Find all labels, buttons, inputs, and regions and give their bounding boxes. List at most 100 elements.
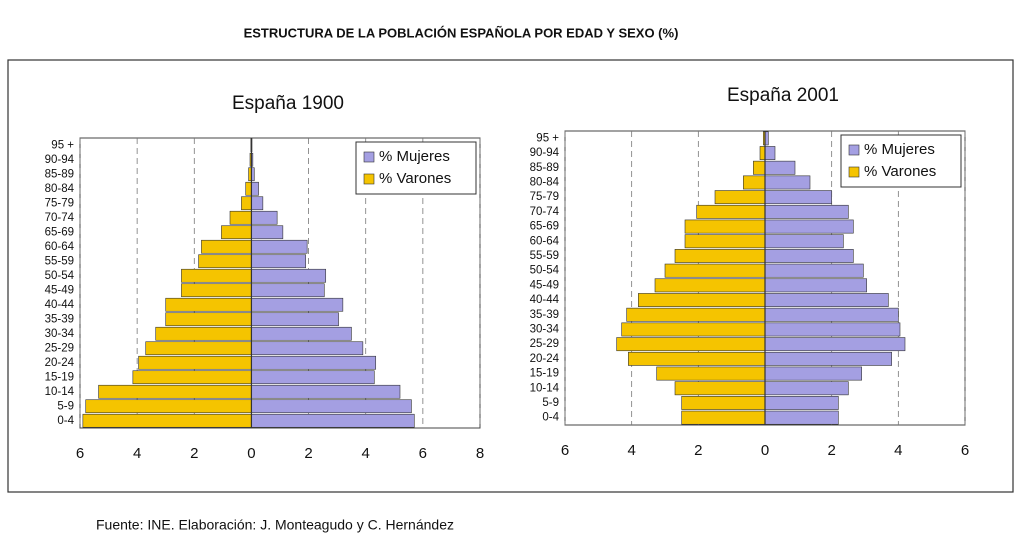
y-tick-label: 45-49 [45,284,74,296]
frame [7,59,1014,493]
bar [251,181,259,196]
bar [656,366,766,381]
bar [681,410,766,425]
y-tick-label: 45-49 [530,279,559,291]
y-tick-label: 85-89 [530,162,559,174]
x-tick-label: 0 [247,445,255,462]
y-tick-label: 10-14 [530,382,560,394]
y-tick-label: 90-94 [530,147,560,159]
bar [674,381,766,396]
bar [764,234,844,249]
y-tick-label: 50-54 [45,270,75,282]
bar [251,297,344,312]
bar [221,225,252,240]
legend-label: % Varones [379,170,451,187]
legend-swatch [848,144,860,156]
bar [764,190,832,205]
y-tick-label: 30-34 [45,328,75,340]
bar [251,370,375,385]
bar [764,160,796,175]
bar [251,355,377,370]
y-tick-label: 75-79 [45,197,74,209]
bar [251,283,325,298]
bar [674,249,766,263]
x-tick-label: 6 [76,445,84,462]
bar [764,278,867,293]
bar [251,210,278,225]
bar [155,326,252,341]
source-note: Fuente: INE. Elaboración: J. Monteagudo … [96,517,454,533]
bar [138,355,252,370]
legend-label: % Mujeres [379,148,450,165]
y-tick-label: 80-84 [45,183,75,195]
y-tick-label: 55-59 [45,255,74,267]
y-tick-label: 35-39 [45,313,74,325]
bar [251,196,264,211]
bar [764,219,854,234]
bar [251,399,412,414]
x-tick-label: 4 [362,445,370,462]
bar [764,204,849,219]
bar [764,322,901,337]
bar [616,337,766,352]
y-tick-label: 30-34 [530,323,560,335]
bar [241,196,252,211]
y-tick-label: 10-14 [45,386,75,398]
legend-label: % Varones [864,163,936,180]
y-tick-label: 20-24 [530,353,560,365]
y-tick-label: 35-39 [530,309,559,321]
x-tick-label: 6 [419,445,427,462]
bar [764,366,862,381]
bar [681,396,766,410]
bar [764,293,889,307]
bar [764,410,839,425]
bar [638,293,766,307]
bar [251,326,352,341]
x-tick-label: 4 [894,442,902,459]
y-tick-label: 95 + [51,139,74,151]
bar [145,341,252,356]
bar [181,283,252,298]
bar [251,341,364,356]
bar [764,381,849,396]
bar [764,351,892,366]
x-tick-label: 6 [961,442,969,459]
chart-title: España 1900 [232,93,344,114]
bar [759,146,766,160]
bar [245,181,252,196]
legend-box [840,134,962,188]
y-tick-label: 55-59 [530,250,559,262]
bar [251,312,339,327]
x-tick-label: 2 [694,442,702,459]
bar [764,175,811,190]
bar [621,322,766,337]
bar [229,210,252,225]
y-tick-label: 50-54 [530,265,560,277]
y-tick-label: 60-64 [530,235,560,247]
bar [626,307,766,322]
y-tick-label: 85-89 [45,168,74,180]
bar [764,396,839,410]
y-tick-label: 25-29 [45,342,74,354]
x-tick-label: 6 [561,442,569,459]
y-tick-label: 70-74 [45,212,75,224]
y-tick-label: 15-19 [530,368,559,380]
y-tick-label: 75-79 [530,191,559,203]
x-tick-label: 8 [476,445,484,462]
bar [764,307,899,322]
bar [251,225,284,240]
bar [165,312,252,327]
bar [98,384,252,399]
bar [201,239,252,254]
legend-swatch [363,151,375,163]
bar [684,234,766,249]
y-tick-label: 95 + [536,132,559,144]
bar [628,351,766,366]
bar [82,413,252,428]
bar [85,399,252,414]
x-tick-label: 2 [827,442,835,459]
bar [251,254,307,269]
x-tick-label: 0 [761,442,769,459]
y-tick-label: 80-84 [530,176,560,188]
